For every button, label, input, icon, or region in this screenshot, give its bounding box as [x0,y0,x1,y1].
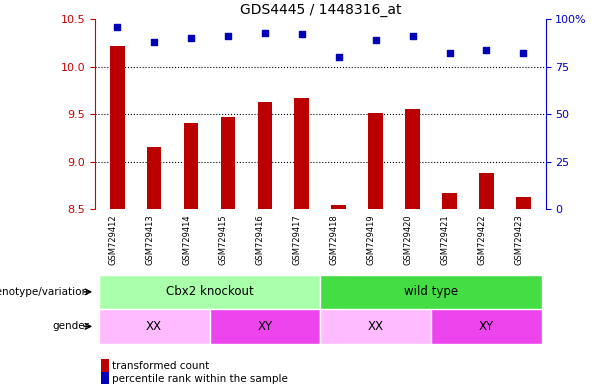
Point [444,50,454,56]
Text: GSM729419: GSM729419 [367,215,376,265]
Bar [405,109,420,209]
Bar [321,309,431,344]
Bar [442,193,457,209]
Text: GSM729413: GSM729413 [145,215,154,265]
Text: GSM729420: GSM729420 [403,215,413,265]
Point [519,50,528,56]
Text: XY: XY [479,320,494,333]
Bar [516,197,531,209]
Text: XX: XX [368,320,384,333]
Text: GSM729423: GSM729423 [514,215,524,265]
Point [223,33,233,40]
Point [260,30,270,36]
Text: GSM729415: GSM729415 [219,215,228,265]
Bar [332,205,346,209]
Text: genotype/variation: genotype/variation [0,287,89,297]
Point [112,24,122,30]
Point [297,31,306,38]
Bar [431,309,542,344]
Point [334,54,344,60]
Bar [294,98,309,209]
Title: GDS4445 / 1448316_at: GDS4445 / 1448316_at [240,3,401,17]
Text: percentile rank within the sample: percentile rank within the sample [112,374,288,384]
Point [186,35,196,41]
Point [408,33,417,40]
Bar [184,123,199,209]
Bar [368,113,383,209]
Bar [210,309,321,344]
Point [482,46,492,53]
Text: GSM729421: GSM729421 [441,215,449,265]
Text: GSM729422: GSM729422 [478,215,487,265]
Text: XX: XX [146,320,162,333]
Text: wild type: wild type [404,285,458,298]
Bar [147,147,161,209]
Text: GSM729418: GSM729418 [330,215,339,265]
Text: GSM729412: GSM729412 [108,215,117,265]
Bar [257,102,272,209]
Bar [479,173,494,209]
Text: GSM729414: GSM729414 [182,215,191,265]
Text: XY: XY [257,320,272,333]
Point [371,37,381,43]
Text: GSM729417: GSM729417 [293,215,302,265]
Text: gender: gender [52,321,89,331]
Bar [110,46,124,209]
Point [149,39,159,45]
Text: GSM729416: GSM729416 [256,215,265,265]
Bar [321,275,542,309]
Bar [99,309,210,344]
Bar [99,275,321,309]
Text: transformed count: transformed count [112,361,210,371]
Bar [221,117,235,209]
Text: Cbx2 knockout: Cbx2 knockout [166,285,253,298]
